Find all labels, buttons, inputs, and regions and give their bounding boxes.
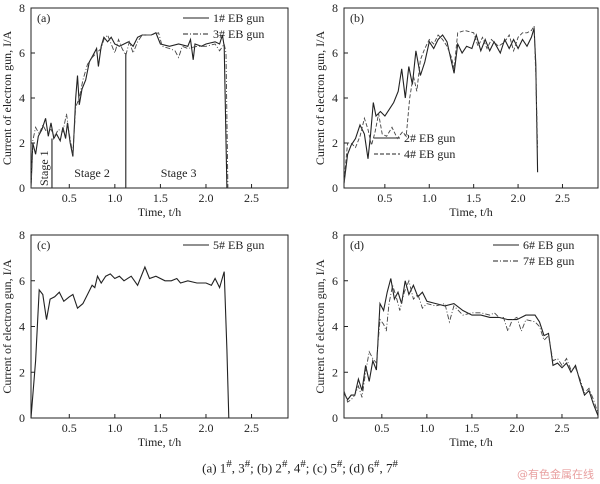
x-axis-label: Time, t/h — [138, 205, 182, 219]
x-tick-label: 2.5 — [244, 421, 259, 435]
y-tick-label: 8 — [332, 228, 338, 242]
legend-label: 7# EB gun — [523, 254, 574, 268]
series-line — [343, 24, 539, 182]
caption-sup: # — [226, 458, 232, 470]
x-tick-label: 2.0 — [509, 421, 524, 435]
x-tick-label: 2.5 — [554, 421, 569, 435]
panel-label: (c) — [37, 238, 50, 252]
caption-part: ; (b) 2 — [250, 460, 282, 476]
y-tick-label: 6 — [19, 46, 25, 60]
x-tick-label: 2.0 — [198, 191, 213, 205]
x-tick-label: 1.0 — [107, 421, 122, 435]
caption-part: ; (d) 6 — [342, 460, 375, 476]
x-tick-label: 0.5 — [62, 191, 77, 205]
x-tick-label: 1.0 — [422, 191, 437, 205]
x-tick-label: 1.5 — [153, 191, 168, 205]
stage-annotation: Stage 2 — [74, 166, 110, 180]
series-line — [30, 32, 229, 189]
y-tick-label: 2 — [332, 365, 338, 379]
y-axis-label: Current of electron gun, I/A — [313, 259, 327, 394]
x-tick-label: 0.5 — [62, 421, 77, 435]
x-tick-label: 0.5 — [377, 191, 392, 205]
series-line — [343, 279, 599, 414]
y-axis-label: Current of electron gun, I/A — [0, 31, 14, 166]
x-tick-label: 1.5 — [464, 421, 479, 435]
x-tick-label: 2.0 — [198, 421, 213, 435]
x-axis-label: Time, t/h — [449, 205, 493, 219]
caption-sup: # — [300, 458, 306, 470]
x-tick-label: 1.0 — [419, 421, 434, 435]
y-tick-label: 0 — [19, 181, 25, 195]
x-axis-label: Time, t/h — [449, 435, 493, 449]
stage-annotation: Stage 1 — [37, 150, 51, 186]
figure-caption: (a) 1#, 3#; (b) 2#, 4#; (c) 5#; (d) 6#, … — [0, 458, 600, 476]
caption-sup: # — [244, 458, 251, 470]
y-tick-label: 4 — [19, 91, 25, 105]
y-tick-label: 4 — [332, 320, 338, 334]
watermark: @有色金属在线 — [517, 468, 594, 481]
x-axis-label: Time, t/h — [138, 435, 182, 449]
y-tick-label: 4 — [332, 91, 338, 105]
x-tick-label: 2.5 — [244, 191, 259, 205]
panel-label: (a) — [37, 11, 50, 25]
y-tick-label: 8 — [19, 1, 25, 15]
caption-sup: # — [392, 458, 398, 470]
panel-c: 0.5 1.0 1.5 2.0 2.5 0 2 4 6 8 Time, t/h Current of … — [0, 228, 289, 449]
x-tick-label: 0.5 — [374, 421, 389, 435]
panel-d: 0.5 1.0 1.5 2.0 2.5 0 2 4 6 8 Time, t/h Current of … — [313, 228, 599, 449]
legend-label: 2# EB gun — [404, 131, 455, 145]
x-tick-label: 1.5 — [466, 191, 481, 205]
series-line — [30, 265, 230, 419]
caption-part: (a) 1 — [202, 460, 227, 476]
y-tick-label: 2 — [332, 136, 338, 150]
legend-label: 1# EB gun — [213, 11, 264, 25]
y-tick-label: 6 — [332, 274, 338, 288]
legend-label: 5# EB gun — [213, 238, 264, 252]
series-line — [343, 28, 539, 184]
panel-a: 0.5 1.0 1.5 2.0 2.5 0 2 4 6 8 Time, t/h Current of … — [0, 1, 289, 219]
legend-label: 3# EB gun — [213, 27, 264, 41]
caption-part: , 7 — [379, 460, 393, 476]
caption-sup: # — [336, 458, 343, 470]
y-tick-label: 8 — [332, 1, 338, 15]
stage-annotation: Stage 3 — [161, 166, 197, 180]
legend-label: 4# EB gun — [404, 147, 455, 161]
y-tick-label: 0 — [332, 181, 338, 195]
caption-part: , 4 — [287, 460, 301, 476]
panel-label: (b) — [350, 11, 364, 25]
caption-part: , 3 — [231, 460, 245, 476]
plot-frame — [30, 234, 289, 419]
y-tick-label: 4 — [19, 320, 25, 334]
y-tick-label: 6 — [332, 46, 338, 60]
y-tick-label: 2 — [19, 365, 25, 379]
legend-label: 6# EB gun — [523, 238, 574, 252]
series-line — [30, 32, 228, 189]
x-tick-label: 1.0 — [107, 191, 122, 205]
x-tick-label: 1.5 — [153, 421, 168, 435]
series-line — [343, 278, 599, 416]
caption-part: ; (c) 5 — [305, 460, 337, 476]
y-tick-label: 0 — [332, 411, 338, 425]
caption-sup: # — [281, 458, 288, 470]
y-axis-label: Current of electron gun, I/A — [0, 259, 14, 394]
plot-frame — [343, 7, 599, 189]
panel-label: (d) — [350, 238, 364, 252]
x-tick-label: 2.5 — [555, 191, 570, 205]
x-tick-label: 2.0 — [511, 191, 526, 205]
y-tick-label: 2 — [19, 136, 25, 150]
y-axis-label: Current of electron gun, I/A — [313, 31, 327, 166]
caption-sup: # — [374, 458, 380, 470]
panel-b: 0.5 1.0 1.5 2.0 2.5 0 2 4 6 8 Time, t/h Current of … — [313, 1, 599, 219]
y-tick-label: 8 — [19, 228, 25, 242]
y-tick-label: 0 — [19, 411, 25, 425]
y-tick-label: 6 — [19, 274, 25, 288]
